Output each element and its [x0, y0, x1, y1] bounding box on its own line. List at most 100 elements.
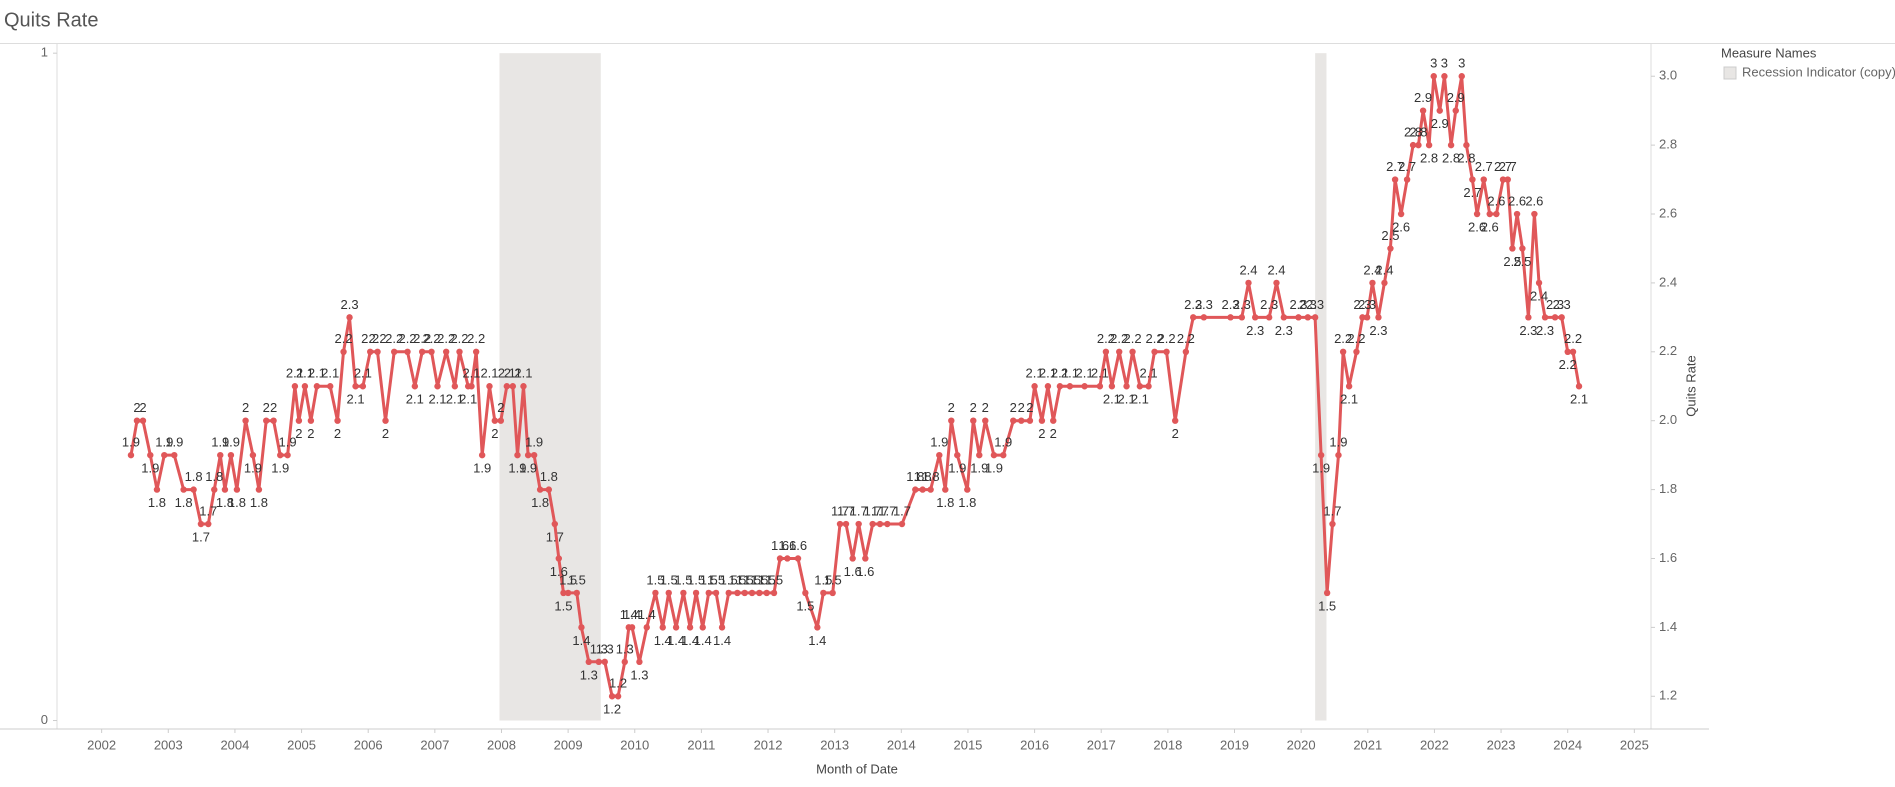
data-point [672, 624, 680, 631]
data-label: 2.5 [1503, 254, 1521, 269]
x-tick-label: 2013 [820, 737, 849, 752]
data-point [1403, 176, 1411, 183]
data-label: 1.4 [654, 633, 672, 648]
data-point [1026, 417, 1034, 424]
data-label: 1.4 [623, 607, 641, 622]
data-label: 1.4 [620, 607, 638, 622]
data-point [227, 451, 235, 459]
data-label: 2.4 [1239, 262, 1257, 277]
data-label: 2.9 [1414, 90, 1432, 105]
data-label: 2 [307, 426, 314, 441]
data-point [1227, 314, 1234, 321]
data-label: 2.4 [1530, 288, 1548, 303]
data-label: 2.3 [1369, 323, 1387, 338]
data-label: 2 [1172, 426, 1179, 441]
data-point [699, 624, 706, 631]
data-label: 2.1 [1039, 366, 1057, 381]
legend-swatch [1723, 66, 1737, 80]
data-point [1525, 314, 1532, 321]
x-tick-label: 2022 [1420, 737, 1449, 752]
data-point [784, 555, 791, 562]
data-label: 2.2 [335, 331, 353, 346]
data-label: 1.5 [750, 572, 768, 587]
data-label: 1.7 [199, 503, 217, 518]
data-label: 2.8 [1457, 151, 1475, 166]
data-point [1397, 210, 1405, 218]
data-label: 1.7 [850, 503, 868, 518]
data-point [255, 486, 263, 493]
data-point [601, 658, 608, 666]
data-point [503, 383, 511, 390]
data-label: 2.6 [1468, 219, 1486, 234]
x-tick-label: 2024 [1553, 737, 1582, 752]
data-label: 1.5 [687, 572, 705, 587]
data-label: 2.8 [1404, 125, 1422, 140]
data-point [263, 417, 270, 424]
data-label: 2.1 [1570, 392, 1588, 407]
data-point [802, 589, 809, 597]
data-label: 1.8 [906, 469, 924, 484]
data-point [1102, 348, 1110, 356]
data-label: 1.9 [1329, 435, 1347, 450]
data-point [327, 383, 334, 390]
data-label: 2 [1010, 400, 1017, 415]
data-label: 1.9 [155, 435, 173, 450]
data-label: 1.7 [878, 503, 896, 518]
data-point [334, 417, 341, 424]
data-label: 2.6 [1392, 219, 1410, 234]
data-point [1329, 520, 1336, 528]
x-tick-label: 2011 [687, 737, 715, 752]
data-label: 2.2 [1347, 331, 1365, 346]
data-point [434, 383, 441, 390]
data-label: 2.7 [1499, 159, 1517, 174]
data-label: 1.5 [559, 572, 577, 587]
data-label: 2.1 [1091, 366, 1109, 381]
data-point [756, 589, 763, 597]
data-point [1200, 314, 1208, 321]
x-tick-label: 2017 [1087, 737, 1116, 752]
data-point [970, 417, 977, 424]
data-point [1513, 210, 1521, 218]
data-point [1381, 279, 1388, 287]
data-point [1018, 417, 1025, 424]
data-label: 2 [948, 400, 955, 415]
data-label: 2.1 [286, 366, 304, 381]
data-label: 1.6 [844, 564, 862, 579]
data-point [1108, 383, 1116, 390]
data-label: 2 [1026, 400, 1033, 415]
y-tick-label: 2.4 [1659, 274, 1677, 289]
data-point [1430, 73, 1437, 80]
data-label: 1.9 [211, 435, 229, 450]
data-label: 1.8 [205, 469, 223, 484]
data-point [1480, 176, 1487, 183]
chart-title: Quits Rate [4, 9, 98, 31]
data-label: 2.1 [1131, 392, 1149, 407]
data-label: 2 [1050, 426, 1057, 441]
data-point [242, 417, 249, 424]
data-point [1575, 383, 1583, 390]
x-tick-label: 2023 [1487, 737, 1516, 752]
data-point [628, 624, 636, 631]
data-point [686, 624, 694, 631]
data-point [659, 624, 666, 631]
x-tick-label: 2005 [287, 737, 316, 752]
data-label: 1.3 [580, 667, 598, 682]
data-label: 1.5 [646, 572, 664, 587]
data-point [912, 486, 919, 493]
data-point [1564, 348, 1571, 356]
data-label: 1.2 [609, 676, 627, 691]
data-label: 2 [242, 400, 249, 415]
data-point [1486, 210, 1493, 218]
data-point [497, 417, 505, 424]
data-point [1519, 245, 1526, 252]
data-point [346, 314, 353, 321]
y-tick-label: 1.4 [1659, 619, 1677, 634]
data-label: 2.5 [1513, 254, 1531, 269]
data-point [374, 348, 381, 356]
recession-band [499, 53, 601, 721]
data-point [585, 658, 592, 666]
data-point [836, 520, 844, 528]
data-label: 1.9 [994, 435, 1012, 450]
data-label: 2.1 [308, 366, 326, 381]
data-point [1535, 279, 1543, 287]
